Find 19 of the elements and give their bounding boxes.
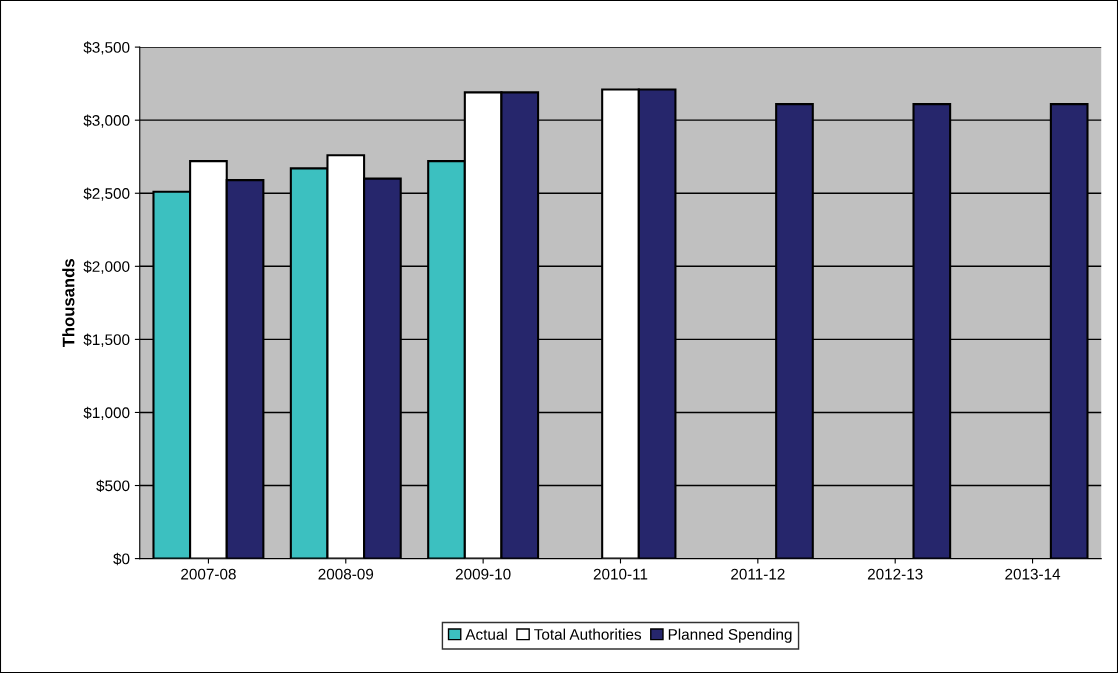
y-tick-label: $3,500 <box>83 41 130 55</box>
legend-label: Planned Spending <box>668 628 792 643</box>
y-tick-label: $2,500 <box>83 187 130 201</box>
y-tick-label: $1,500 <box>83 333 130 347</box>
y-tick-label: $2,000 <box>83 260 130 274</box>
y-tick-label: $0 <box>113 552 130 566</box>
x-tick-label: 2013-14 <box>1005 568 1061 580</box>
x-tick-label: 2007-08 <box>181 568 236 580</box>
y-tick-label: $1,000 <box>83 406 130 420</box>
x-tick-label: 2009-10 <box>455 568 511 580</box>
x-tick-label: 2011-12 <box>731 568 785 580</box>
x-tick-label: 2008-09 <box>318 568 374 580</box>
x-tick-label: 2012-13 <box>867 568 923 580</box>
y-tick-label: $500 <box>96 479 130 493</box>
y-axis-title: Thousands <box>62 259 75 348</box>
legend-label: Actual <box>465 628 507 640</box>
x-tick-label: 2010-11 <box>593 568 648 580</box>
legend-label: Total Authorities <box>534 628 642 640</box>
y-tick-label: $3,000 <box>83 114 130 128</box>
